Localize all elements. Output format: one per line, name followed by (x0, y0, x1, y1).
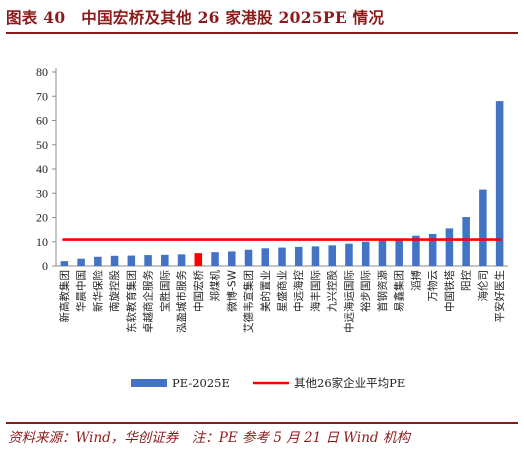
x-tick-label: 郑煤机 (209, 270, 222, 302)
y-tick-label: 60 (36, 114, 48, 128)
x-tick-label: 中国宏桥 (192, 270, 205, 312)
x-tick-label: 易鑫集团 (393, 270, 406, 312)
x-tick-label: 海丰国际 (309, 270, 322, 312)
x-tick-label: 首钢资源 (376, 270, 389, 312)
y-tick-label: 70 (36, 89, 48, 103)
x-tick-label: 中远海控 (292, 270, 305, 312)
bar (428, 233, 437, 266)
bar (94, 256, 102, 266)
y-tick-label: 40 (36, 162, 48, 176)
bar (361, 241, 370, 266)
bar (77, 258, 85, 266)
x-tick-label: 卓越商企服务 (142, 270, 155, 333)
x-tick-label: 华晨中国 (75, 270, 88, 312)
bar (261, 248, 270, 266)
bar (278, 247, 286, 266)
y-tick-label: 80 (36, 65, 48, 79)
bar (144, 255, 152, 266)
bar-highlight (194, 253, 203, 266)
bar (211, 252, 219, 266)
x-tick-label: 艾德韦宣集团 (242, 270, 255, 333)
y-tick-label: 0 (42, 259, 48, 273)
bar (479, 189, 487, 266)
bar (294, 246, 303, 266)
bar (228, 251, 236, 266)
x-tick-label: 星盛商业 (276, 270, 289, 312)
source-note: 资料来源：Wind，华创证券 注：PE 参考 5 月 21 日 Wind 机构 (8, 430, 410, 446)
x-tick-label: 新华保险 (91, 270, 104, 312)
bar (110, 255, 119, 266)
y-tick-label: 50 (36, 138, 48, 152)
x-tick-label: 中国铁塔 (443, 270, 456, 312)
bar (378, 240, 387, 266)
x-tick-label: 宝胜国际 (158, 270, 171, 312)
figure-label: 图表 40 (6, 8, 66, 27)
x-tick-label: 万物云 (426, 270, 439, 302)
x-tick-label: 泓盈城市服务 (175, 270, 188, 333)
x-tick-label: 中远海运国际 (342, 270, 355, 333)
bar (462, 217, 470, 266)
bar (177, 254, 186, 266)
x-tick-label: 滔搏 (409, 270, 422, 291)
legend-label-bar: PE-2025E (172, 376, 230, 390)
x-tick-label: 南旋控股 (108, 270, 121, 312)
legend-swatch-bar (131, 379, 167, 387)
x-tick-label: 东软教育集团 (125, 270, 138, 333)
footer-divider (6, 422, 518, 424)
bar (328, 245, 336, 266)
figure-title-bar: 图表 40 中国宏桥及其他 26 家港股 2025PE 情况 (6, 6, 518, 32)
title-divider (6, 32, 518, 34)
bar (244, 249, 253, 266)
x-tick-label: 微博-SW (225, 269, 238, 311)
legend-label-line: 其他26家企业平均PE (294, 376, 405, 390)
y-tick-label: 10 (36, 235, 48, 249)
bar (495, 101, 504, 266)
bar (311, 246, 320, 266)
figure-title: 中国宏桥及其他 26 家港股 2025PE 情况 (81, 8, 385, 27)
x-tick-label: 平安好医生 (493, 270, 506, 323)
x-tick-label: 裕步国际 (359, 270, 372, 312)
bar (127, 255, 136, 266)
x-tick-label: 阳控 (460, 270, 473, 291)
x-tick-label: 海伦司 (476, 270, 489, 302)
bar (60, 261, 69, 266)
x-tick-label: 九兴控股 (326, 270, 339, 312)
y-tick-label: 30 (36, 186, 48, 200)
bar (445, 228, 454, 266)
y-tick-label: 20 (36, 211, 48, 225)
bar (412, 235, 420, 266)
bar (345, 243, 353, 266)
bar (161, 254, 169, 266)
x-tick-label: 新高教集团 (58, 270, 71, 323)
x-tick-label: 美的置业 (259, 270, 272, 312)
bar (395, 239, 403, 266)
